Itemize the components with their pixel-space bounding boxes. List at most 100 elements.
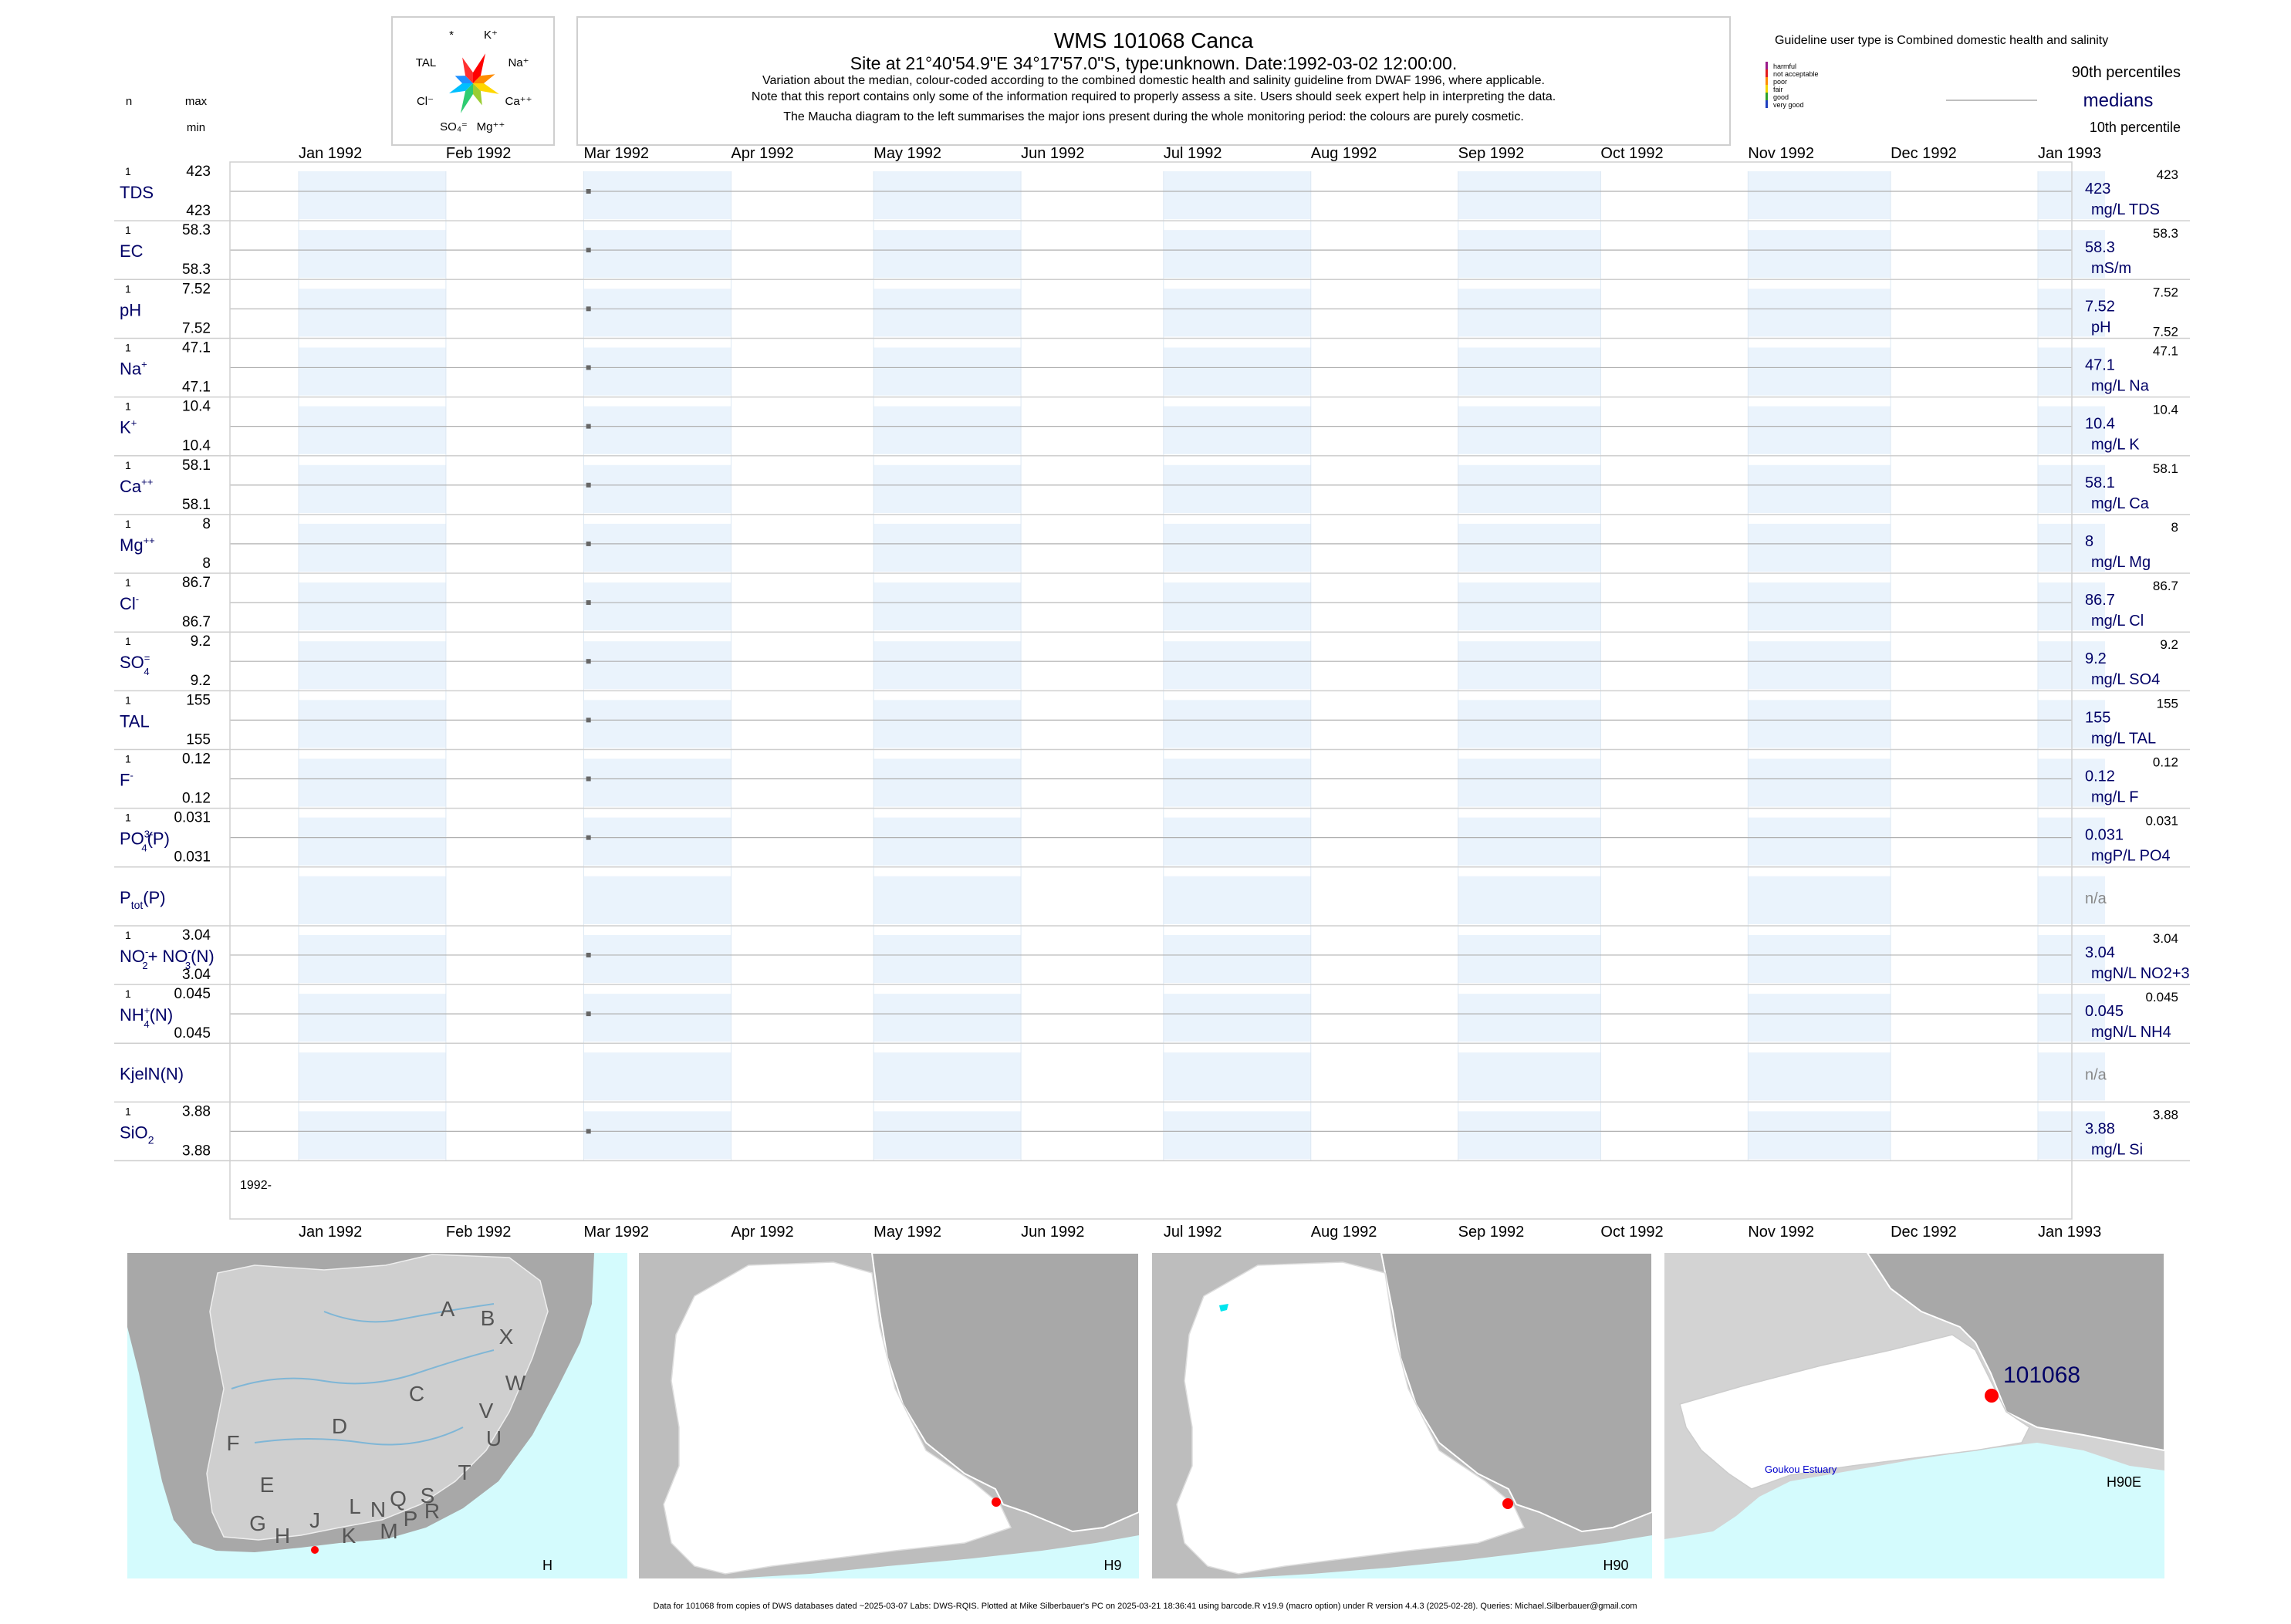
maucha-petal [462, 57, 473, 83]
month-band [1163, 171, 1311, 220]
map-corner-label-4: H90E [2107, 1474, 2141, 1490]
legend-swatch [1766, 62, 1768, 69]
row-median: 47.1 [2085, 356, 2115, 373]
plot-frame [229, 161, 2073, 1220]
row-p10: 7.52 [2153, 324, 2178, 339]
month-band [873, 1052, 1022, 1101]
maucha-petal [473, 83, 482, 106]
month-band [1748, 817, 1891, 866]
month-band [583, 582, 732, 631]
row-median: 7.52 [2085, 298, 2115, 315]
sample-point [586, 306, 591, 312]
row-n: 1 [125, 635, 131, 647]
month-gridlines [298, 171, 2039, 1161]
parameter-label: Na+ [120, 358, 147, 378]
month-band [1163, 876, 1311, 924]
month-band [1163, 347, 1311, 396]
month-band [1163, 464, 1311, 513]
row-unit: mg/L Cl [2091, 613, 2144, 630]
parameter-label: NH+ 4(N) [120, 1004, 173, 1030]
parameter-row: Ptot(P) n/a [114, 888, 2190, 927]
parameter-label: Cl- [120, 593, 139, 613]
parameter-row: 1 3.88 3.88 SiO2 3.88 mg/L Si 3.88 [114, 1103, 2190, 1162]
month-label-top: Jun 1992 [1021, 145, 1084, 162]
month-label-bottom: Jan 1993 [2038, 1224, 2101, 1241]
month-label-bottom: May 1992 [873, 1224, 941, 1241]
row-max: 10.4 [182, 399, 211, 415]
map-corner-label-1: H [542, 1558, 552, 1573]
month-band [1748, 994, 1891, 1042]
month-band [583, 289, 732, 337]
drainage-region-letter: T [458, 1460, 471, 1484]
report-note-2: Note that this report contains only some… [752, 90, 1556, 103]
row-p90: 3.88 [2153, 1107, 2178, 1122]
row-median: 8 [2085, 533, 2093, 550]
sample-point [586, 1011, 591, 1017]
maucha-label-k: K⁺ [484, 29, 498, 42]
row-max: 0.045 [174, 986, 211, 1002]
month-band [1458, 758, 1601, 807]
map-h90e-catchment [1679, 1334, 2030, 1490]
sample-point [586, 835, 591, 840]
month-band [583, 464, 732, 513]
month-band [1458, 1111, 1601, 1160]
month-band [1163, 289, 1311, 337]
row-min: 86.7 [182, 614, 211, 630]
parameter-label: Mg++ [120, 535, 155, 555]
month-band [1163, 523, 1311, 572]
month-band [1163, 641, 1311, 690]
parameter-label: K+ [120, 417, 137, 437]
column-max-header: max [185, 95, 208, 108]
parameter-label: NO-2+ NO-3(N) [120, 946, 215, 971]
month-band [1748, 934, 1891, 984]
month-band [1163, 994, 1311, 1042]
drainage-region-letter: B [481, 1306, 495, 1330]
parameter-label: KjelN(N) [120, 1064, 184, 1083]
year-label: 1992- [240, 1179, 272, 1192]
parameter-label: EC [120, 241, 144, 261]
row-median: 86.7 [2085, 592, 2115, 609]
month-band [1458, 876, 1601, 924]
row-max: 155 [186, 692, 211, 708]
month-band [1748, 406, 1891, 454]
month-label-top: Dec 1992 [1891, 145, 1957, 162]
month-band [1163, 934, 1311, 984]
drainage-region-letter: A [441, 1297, 455, 1321]
drainage-region-letter: Q [390, 1487, 407, 1511]
legend-median: medians [2083, 90, 2154, 111]
map-panel-h90: H90 [1152, 1252, 1653, 1578]
month-band [583, 1052, 732, 1101]
row-unit: mg/L TAL [2091, 730, 2156, 747]
row-unit: pH [2091, 319, 2111, 336]
month-band [299, 230, 446, 279]
row-min: 0.031 [174, 849, 211, 866]
month-label-bottom: Aug 1992 [1311, 1224, 1377, 1241]
month-band [1163, 758, 1311, 807]
month-axis-top: Jan 1992 Feb 1992 Mar 1992 Apr 1992 May 1992… [299, 145, 2101, 162]
parameter-label: pH [120, 300, 141, 319]
map-h9-dark [870, 1252, 1140, 1533]
month-label-bottom: Sep 1992 [1458, 1224, 1525, 1241]
row-max: 86.7 [182, 575, 211, 591]
sample-point [586, 424, 591, 429]
maucha-label-tal: TAL [416, 56, 436, 69]
row-n: 1 [125, 165, 131, 177]
parameter-row: 1 47.1 47.1 Na+ 47.1 mg/L Na 47.1 [114, 339, 2190, 398]
row-n: 1 [125, 1105, 131, 1117]
month-band [873, 1111, 1022, 1160]
month-band [1748, 1052, 1891, 1101]
month-label-bottom: Mar 1992 [584, 1224, 650, 1241]
site-label: 101068 [2003, 1362, 2080, 1388]
maucha-petal [454, 76, 473, 83]
row-unit: mg/L Mg [2091, 554, 2151, 571]
month-band [1748, 758, 1891, 807]
month-band [1748, 641, 1891, 690]
row-unit: mgN/L NO2+3 [2091, 965, 2190, 982]
row-max: 8 [202, 516, 211, 532]
drainage-region-letter: S [421, 1484, 435, 1508]
month-band [1748, 230, 1891, 279]
